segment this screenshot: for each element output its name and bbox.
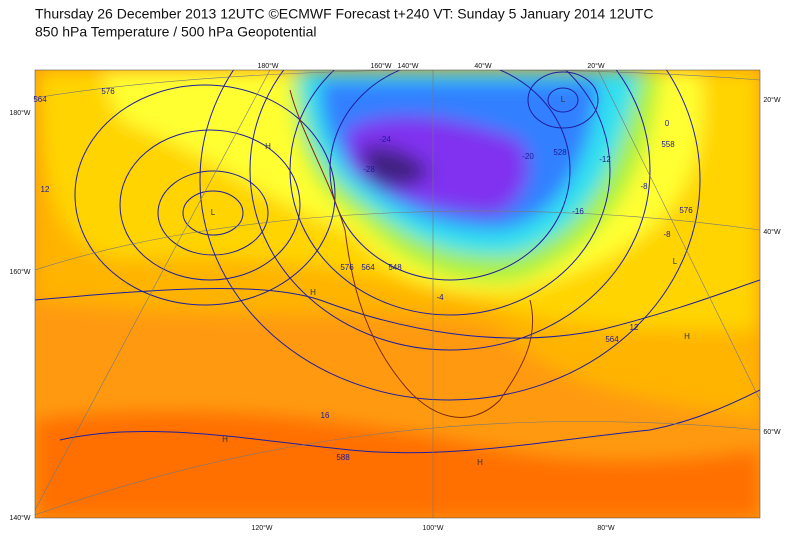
latitude-label: 20°W bbox=[763, 96, 781, 104]
contour-label: 548 bbox=[388, 263, 402, 272]
longitude-label: 180°W bbox=[257, 62, 278, 70]
contour-label: 0 bbox=[665, 119, 670, 128]
contour-label: -24 bbox=[379, 135, 391, 144]
pressure-marker: H bbox=[265, 142, 271, 151]
map-frame bbox=[34, 69, 761, 519]
contour-label: 12 bbox=[630, 323, 639, 332]
pressure-marker: H bbox=[684, 332, 690, 341]
latitude-label: 60°W bbox=[763, 428, 781, 436]
subtitle: 850 hPa Temperature / 500 hPa Geopotenti… bbox=[35, 24, 317, 40]
contour-label: -16 bbox=[572, 207, 584, 216]
longitude-label: 160°W bbox=[370, 62, 391, 70]
longitude-label: 80°W bbox=[597, 524, 615, 532]
contour-label: 564 bbox=[605, 335, 619, 344]
latitude-label: 160°W bbox=[9, 268, 30, 276]
contour-label: -8 bbox=[663, 230, 671, 239]
contour-label: 588 bbox=[336, 453, 350, 462]
contour-label: 576 bbox=[679, 206, 693, 215]
contour-label: 564 bbox=[361, 263, 375, 272]
pressure-marker: H bbox=[310, 288, 316, 297]
latitude-label: 180°W bbox=[9, 109, 30, 117]
contour-label: 12 bbox=[41, 185, 50, 194]
contour-label: 16 bbox=[321, 411, 330, 420]
pressure-marker: L bbox=[211, 208, 216, 217]
contour-label: 576 bbox=[340, 263, 354, 272]
contour-label: -8 bbox=[640, 182, 648, 191]
pressure-marker: L bbox=[673, 257, 678, 266]
pressure-marker: H bbox=[477, 458, 483, 467]
contour-label: 558 bbox=[661, 140, 675, 149]
contour-label: 528 bbox=[553, 148, 567, 157]
pressure-marker: L bbox=[561, 95, 566, 104]
map bbox=[35, 70, 760, 518]
contour-label: -28 bbox=[363, 165, 375, 174]
latitude-label: 40°W bbox=[763, 228, 781, 236]
pressure-marker: H bbox=[222, 435, 228, 444]
longitude-label: 100°W bbox=[422, 524, 443, 532]
longitude-label: 20°W bbox=[587, 62, 605, 70]
contour-label: 576 bbox=[101, 87, 115, 96]
latitude-label: 140°W bbox=[9, 514, 30, 522]
longitude-label: 140°W bbox=[397, 62, 418, 70]
contour-label: 564 bbox=[33, 95, 47, 104]
longitude-label: 40°W bbox=[474, 62, 492, 70]
longitude-label: 120°W bbox=[251, 524, 272, 532]
contour-label: -20 bbox=[522, 152, 534, 161]
contour-label: -4 bbox=[436, 293, 444, 302]
contour-label: -12 bbox=[599, 155, 611, 164]
title: Thursday 26 December 2013 12UTC ©ECMWF F… bbox=[35, 6, 653, 22]
